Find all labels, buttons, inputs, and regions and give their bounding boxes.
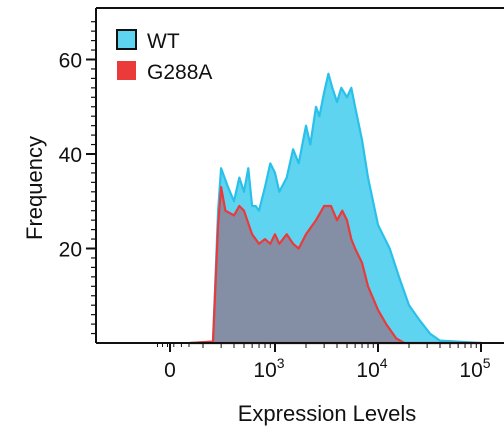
y-tick-label: 60	[59, 50, 82, 73]
legend-label-wt: WT	[147, 30, 180, 53]
y-tick-label: 20	[59, 239, 82, 262]
x-tick-exponent: 3	[277, 355, 285, 371]
series-area-wt	[189, 72, 483, 345]
legend-swatch-wt	[116, 29, 137, 50]
series-area-g288a	[189, 186, 483, 345]
axes-layer	[86, 7, 504, 352]
x-tick-exponent: 4	[380, 355, 388, 371]
x-tick-label: 105	[459, 355, 490, 382]
x-tick-label: 0	[164, 359, 176, 382]
x-tick-label: 104	[356, 355, 387, 382]
legend	[116, 29, 137, 80]
area-layer	[189, 72, 483, 345]
legend-swatch-g288a	[117, 61, 136, 80]
x-tick-label: 103	[253, 355, 284, 382]
y-tick-label: 40	[59, 144, 82, 167]
x-axis-label: Expression Levels	[238, 401, 417, 426]
x-tick-exponent: 5	[483, 355, 491, 371]
legend-label-g288a: G288A	[147, 61, 212, 84]
text-layer: WT G288A Expression Levels Frequency	[22, 30, 416, 426]
y-axis-label: Frequency	[22, 136, 47, 240]
